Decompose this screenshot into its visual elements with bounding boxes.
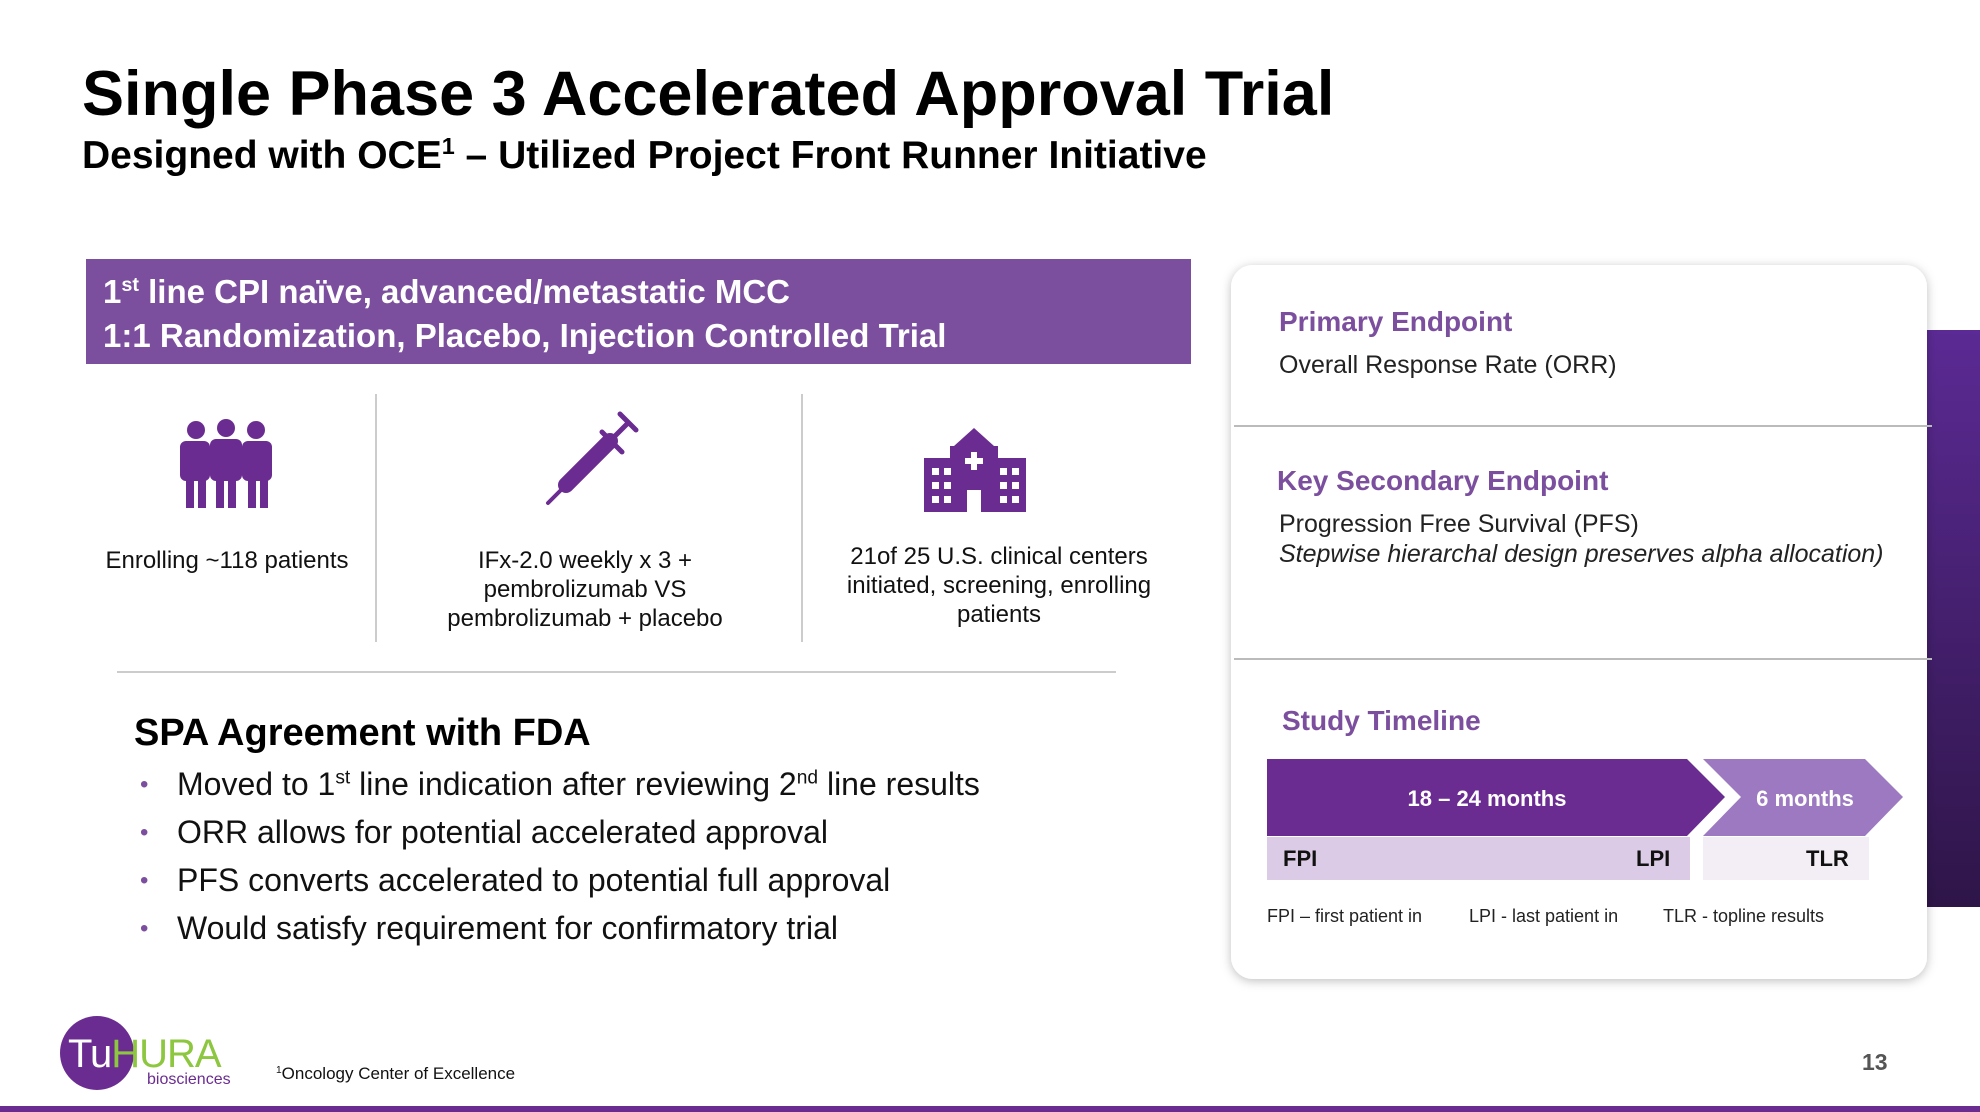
subtitle-text: Designed with OCE [82, 134, 442, 177]
title: Single Phase 3 Accelerated Approval Tria… [82, 59, 1335, 129]
banner [86, 259, 1191, 364]
subtitle-text: – Utilized Project Front Runner Initiati… [454, 134, 1207, 177]
milestone: LPI [1636, 846, 1671, 871]
logo: TuHURA [68, 1032, 222, 1077]
bottom-line [0, 1106, 1980, 1112]
text: line results [818, 766, 980, 802]
superscript: st [121, 274, 139, 297]
logo-text: HURA [111, 1032, 221, 1076]
endpoint-title: Key Secondary Endpoint [1277, 465, 1609, 496]
legend-text: LPI - last patient in [1469, 906, 1619, 926]
spa-list: Moved to 1st line indication after revie… [140, 766, 980, 958]
text: line indication after reviewing 2 [350, 766, 797, 802]
text: Oncology Center of Excellence [281, 1064, 516, 1083]
phase-label: 6 months [1756, 786, 1854, 811]
spa-title: SPA Agreement with FDA [134, 712, 591, 754]
footnote: 1Oncology Center of Excellence [276, 1064, 515, 1084]
milestone: TLR [1806, 846, 1849, 871]
timeline-bar [1703, 837, 1869, 880]
bullet: Would satisfy requirement for confirmato… [140, 910, 980, 958]
bullet: Moved to 1st line indication after revie… [140, 766, 980, 814]
page-number: 13 [1862, 1049, 1888, 1075]
timeline-bar [1267, 837, 1690, 880]
endpoint-note: Stepwise hierarchal design preserves alp… [1279, 540, 1884, 568]
milestone: FPI [1283, 846, 1318, 871]
endpoint-text: Overall Response Rate (ORR) [1279, 351, 1617, 379]
subtitle: Designed with OCE1 – Utilized Project Fr… [82, 134, 1207, 178]
hospital-icon [924, 428, 1026, 512]
logo-sub: biosciences [147, 1071, 231, 1088]
logo-text: Tu [68, 1032, 112, 1076]
superscript: nd [796, 767, 819, 789]
side-bar [1925, 330, 1980, 907]
banner-line: 1st line CPI naïve, advanced/metastatic … [103, 270, 946, 314]
phase-label: 18 – 24 months [1407, 786, 1567, 811]
superscript: st [335, 767, 351, 789]
timeline-title: Study Timeline [1282, 705, 1481, 736]
feature-text: 21of 25 U.S. clinical centers initiated,… [846, 543, 1152, 628]
timeline-arrow [1267, 759, 1725, 836]
legend-text: FPI – first patient in [1267, 906, 1423, 926]
timeline-arrow [1703, 759, 1903, 836]
endpoint-text: Progression Free Survival (PFS) [1279, 510, 1639, 538]
legend-text: TLR - topline results [1663, 906, 1825, 926]
superscript: 1 [276, 1064, 282, 1076]
people-icon [180, 419, 272, 508]
endpoint-title: Primary Endpoint [1279, 306, 1513, 337]
text: line CPI naïve, advanced/metastatic MCC [138, 273, 791, 310]
syringe-icon [546, 411, 639, 505]
feature-text: Enrolling ~118 patients [105, 547, 349, 574]
banner-text: 1st line CPI naïve, advanced/metastatic … [103, 270, 946, 358]
bullet: ORR allows for potential accelerated app… [140, 814, 980, 862]
bullet: PFS converts accelerated to potential fu… [140, 862, 980, 910]
banner-line: 1:1 Randomization, Placebo, Injection Co… [103, 317, 947, 354]
text: 1 [103, 273, 122, 310]
logo-circle [60, 1016, 134, 1090]
superscript: 1 [441, 132, 455, 159]
text: Moved to 1 [177, 766, 336, 802]
feature-text: IFx-2.0 weekly x 3 + pembrolizumab VS pe… [447, 547, 723, 632]
